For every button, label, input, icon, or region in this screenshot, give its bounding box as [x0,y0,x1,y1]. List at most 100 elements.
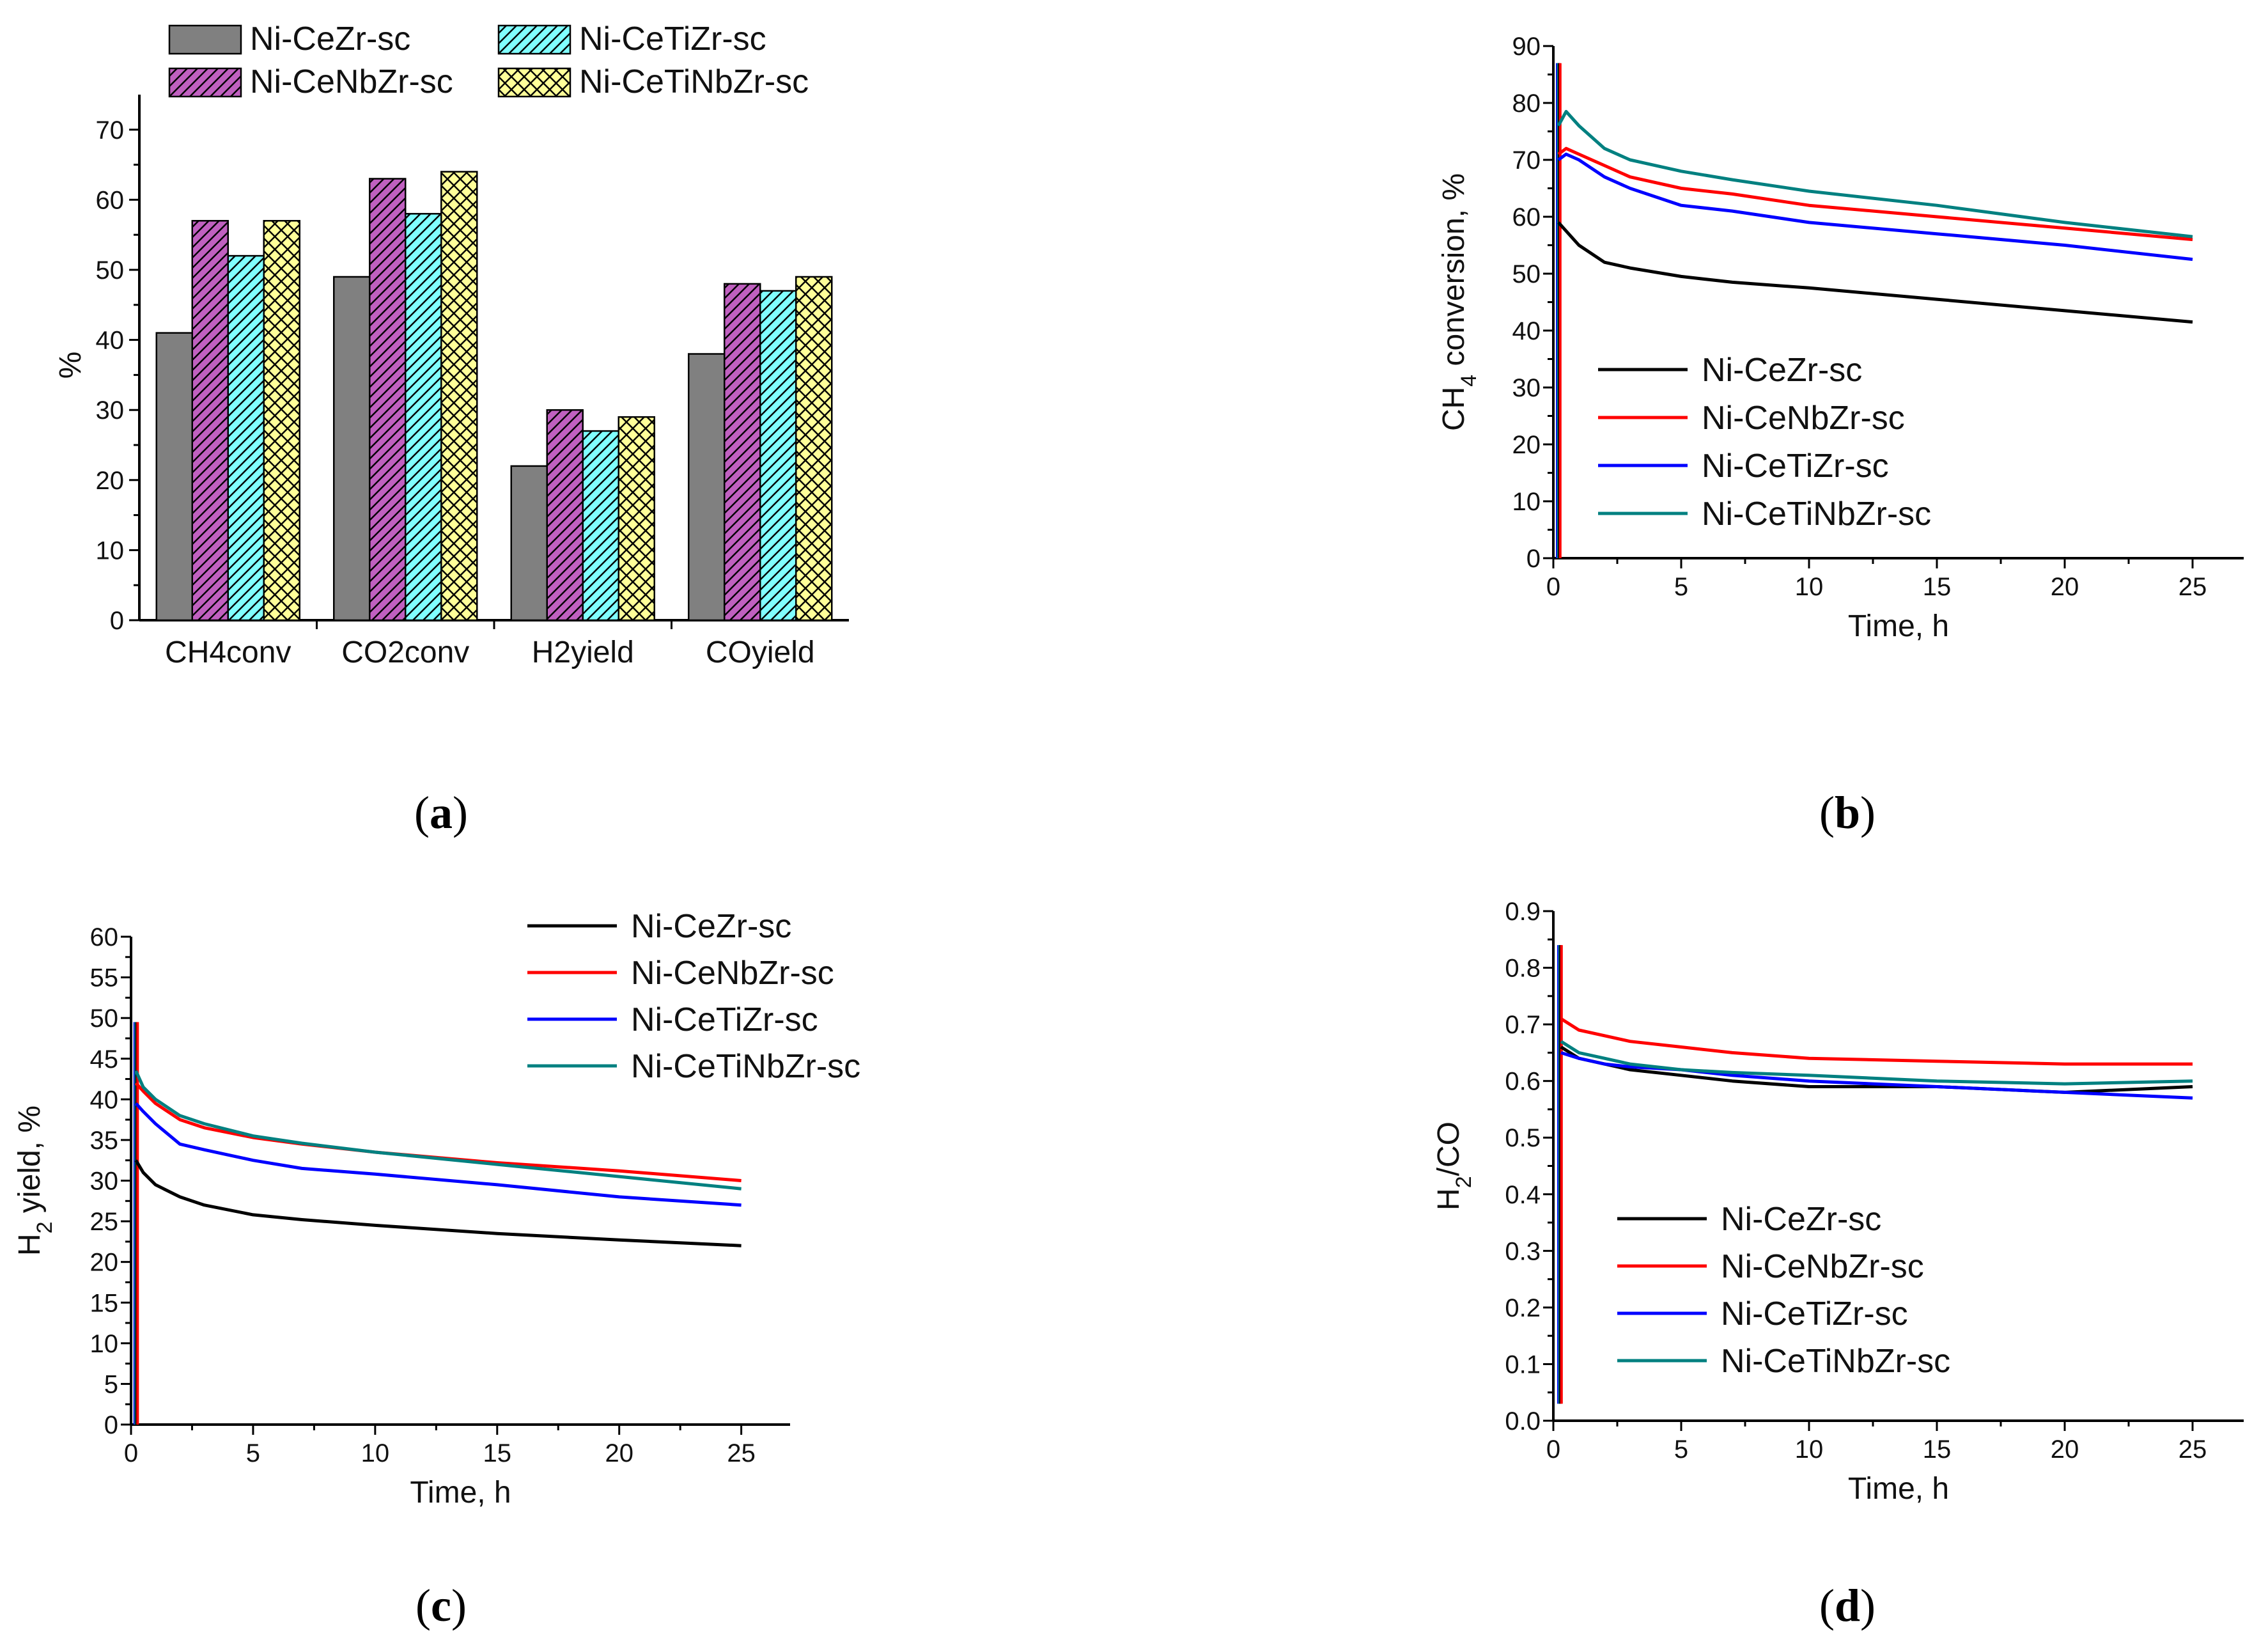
a-bar-ni-cenbzr-sc-coyield [724,283,761,621]
a-bar-ni-cetizr-sc-co2conv [405,213,442,621]
b-x-tick-label: 15 [1923,573,1952,601]
a-bar-ni-cetinbzr-sc-h2yield [617,416,655,621]
c-legend-label-ni-cetinbzr-sc: Ni-CeTiNbZr-sc [631,1048,860,1085]
b-y-axis-label: CH4 conversion, % [1437,173,1481,431]
d-y-tick-label: 0.0 [1505,1407,1541,1435]
d-y-tick-label: 0.3 [1505,1237,1541,1265]
d-x-tick-label: 10 [1795,1435,1824,1464]
d-x-tick-label: 20 [2051,1435,2079,1464]
caption-a: (a) [414,787,468,838]
d-y-tick-label: 0.7 [1505,1011,1541,1039]
c-x-tick-label: 0 [124,1439,138,1467]
b-y-tick-label: 40 [1512,317,1541,345]
c-y-tick-label: 55 [90,964,119,992]
a-bar-ni-cetizr-sc-ch4conv [227,254,265,621]
b-y-tick-label: 80 [1512,90,1541,118]
c-x-tick-label: 15 [483,1439,512,1467]
d-legend-label-ni-cenbzr-sc: Ni-CeNbZr-sc [1721,1248,1924,1285]
c-series-line-ni-cezr-sc [134,1159,742,1247]
b-x-tick-label: 5 [1674,573,1688,601]
c-legend-label-ni-cenbzr-sc: Ni-CeNbZr-sc [631,955,834,992]
b-x-tick-label: 20 [2051,573,2079,601]
a-x-tick-label-coyield: COyield [706,636,815,669]
a-bar-ni-cezr-sc-h2yield [510,465,548,621]
a-bar-ni-cenbzr-sc-h2yield [546,409,584,621]
a-x-tick-label-h2yield: H2yield [532,636,634,669]
a-bar-ni-cetinbzr-sc-co2conv [440,171,478,621]
a-x-tick-label-co2conv: CO2conv [341,636,469,669]
c-y-tick-label: 15 [90,1289,119,1317]
d-series-line-ni-cenbzr-sc [1560,1017,2193,1066]
a-y-tick-label: 60 [96,186,125,214]
b-y-tick-label: 90 [1512,33,1541,61]
c-series-line-ni-cetinbzr-sc [134,1070,742,1191]
b-series-line-ni-cezr-sc [1557,221,2193,324]
c-y-tick-label: 5 [104,1370,118,1398]
b-legend-label-ni-cetizr-sc: Ni-CeTiZr-sc [1702,448,1889,485]
c-x-axis-label: Time, h [410,1476,511,1510]
c-series-line-ni-cenbzr-sc [134,1082,742,1182]
a-y-tick-label: 0 [110,607,124,635]
c-y-tick-label: 25 [90,1208,119,1236]
a-y-tick-label: 30 [96,396,125,425]
b-y-tick-label: 50 [1512,260,1541,288]
b-series-line-ni-cenbzr-sc [1557,146,2193,242]
b-y-tick-label: 10 [1512,488,1541,516]
panel-d-h2-co-chart: 0.0 0.1 0.2 0.3 0.4 0.5 0.6 0.7 0.8 0.9 0 5 10 15 20 25… [1432,898,2244,1506]
a-y-tick-label: 10 [96,536,125,565]
d-x-tick-label: 0 [1546,1435,1560,1464]
a-legend-swatch-ni-cenbzr-sc [168,67,242,98]
c-x-tick-label: 10 [361,1439,390,1467]
c-y-tick-label: 35 [90,1127,119,1155]
a-bar-ni-cetinbzr-sc-ch4conv [263,220,300,621]
a-y-tick-label: 50 [96,256,125,285]
b-legend-label-ni-cezr-sc: Ni-CeZr-sc [1702,352,1862,389]
c-y-axis-label: H2 yield, % [13,1106,57,1256]
c-y-tick-label: 0 [104,1411,118,1439]
d-x-tick-label: 5 [1674,1435,1688,1464]
a-bar-ni-cezr-sc-coyield [688,353,726,621]
b-y-tick-label: 60 [1512,203,1541,231]
a-bar-ni-cetinbzr-sc-coyield [795,276,833,621]
a-bar-ni-cetizr-sc-coyield [759,290,797,621]
a-legend-label-ni-cenbzr-sc: Ni-CeNbZr-sc [250,63,453,100]
c-y-tick-label: 45 [90,1045,119,1074]
b-y-tick-label: 30 [1512,374,1541,402]
b-y-tick-label: 0 [1526,545,1541,573]
d-x-tick-label: 25 [2179,1435,2207,1464]
d-legend-label-ni-cezr-sc: Ni-CeZr-sc [1721,1201,1881,1238]
panel-a-bar-chart: 0 10 20 30 40 50 60 70% CH4conv CO2conv H2yield COy… [54,20,849,669]
d-y-tick-label: 0.1 [1505,1350,1541,1379]
b-y-tick-label: 70 [1512,146,1541,175]
panel-c-h2-yield-chart: 0 5 10 15 20 25 30 35 40 45 50 55 60 0 5 10 15 20 25 Time, … [13,908,860,1510]
caption-c: (c) [416,1580,467,1631]
b-series-line-ni-cetinbzr-sc [1557,109,2193,238]
c-x-tick-label: 25 [727,1439,756,1467]
a-legend-swatch-ni-cezr-sc [168,24,242,55]
a-legend-label-ni-cetinbzr-sc: Ni-CeTiNbZr-sc [579,63,809,100]
a-bar-ni-cenbzr-sc-co2conv [369,178,407,621]
d-y-tick-label: 0.2 [1505,1294,1541,1322]
b-y-tick-label: 20 [1512,431,1541,459]
d-y-axis-label: H2/CO [1432,1121,1476,1210]
panel-b-ch4-conversion-chart: 0 10 20 30 40 50 60 70 80 90 0 5 10 15 20 25 Time, h CH4 … [1437,33,2244,643]
a-y-tick-label: 20 [96,467,125,495]
b-x-tick-label: 10 [1795,573,1824,601]
c-legend-label-ni-cezr-sc: Ni-CeZr-sc [631,908,791,945]
a-legend-swatch-ni-cetizr-sc [497,24,571,55]
b-x-axis-label: Time, h [1848,609,1949,643]
d-y-tick-label: 0.9 [1505,898,1541,926]
a-bar-ni-cezr-sc-co2conv [333,276,371,621]
d-x-tick-label: 15 [1923,1435,1952,1464]
c-y-tick-label: 50 [90,1004,119,1033]
d-x-axis-label: Time, h [1848,1472,1949,1506]
d-y-tick-label: 0.6 [1505,1068,1541,1096]
a-y-tick-label: 70 [96,116,125,145]
c-y-tick-label: 40 [90,1086,119,1114]
c-y-tick-label: 60 [90,923,119,951]
c-y-tick-label: 20 [90,1249,119,1277]
a-legend-label-ni-cetizr-sc: Ni-CeTiZr-sc [579,20,766,58]
d-series-line-ni-cetinbzr-sc [1560,1040,2193,1086]
b-legend-label-ni-cetinbzr-sc: Ni-CeTiNbZr-sc [1702,496,1931,533]
d-legend-label-ni-cetinbzr-sc: Ni-CeTiNbZr-sc [1721,1343,1950,1380]
